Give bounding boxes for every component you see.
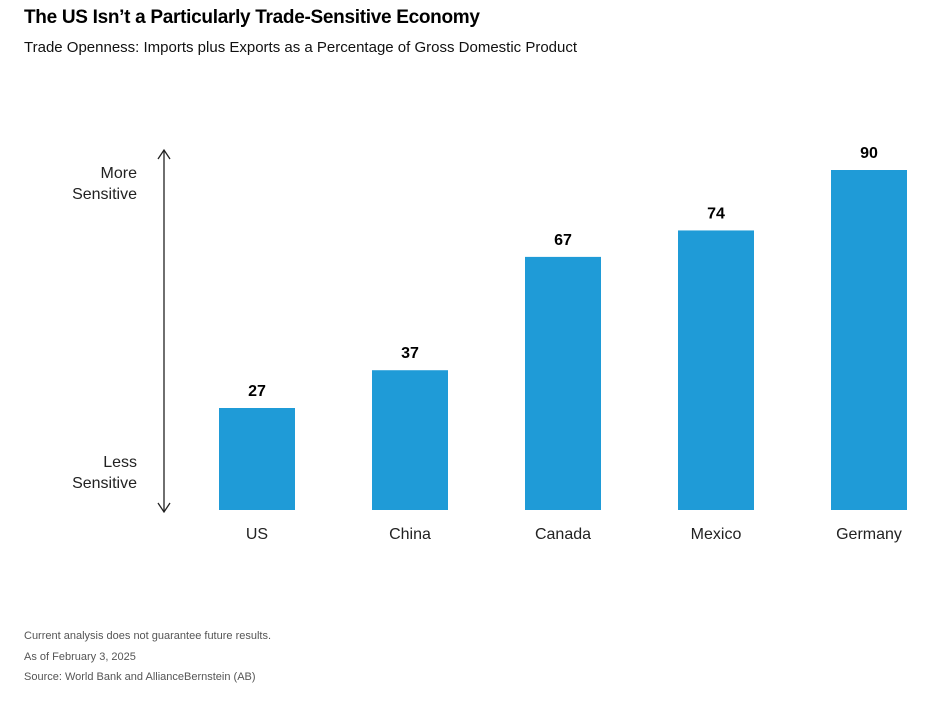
category-label-mexico: Mexico — [691, 526, 742, 543]
bar-mexico — [678, 230, 754, 510]
bar-china — [372, 370, 448, 510]
bar-chart: 27 US 37 China 67 Canada 74 Mexico 90 Germany — [157, 145, 907, 543]
bar-germany — [831, 170, 907, 510]
value-label-mexico: 74 — [707, 205, 725, 222]
chart-title: The US Isn’t a Particularly Trade-Sensit… — [24, 7, 480, 28]
sensitive-bottom-label: Sensitive — [72, 475, 137, 492]
bar-us — [219, 408, 295, 510]
value-label-china: 37 — [401, 345, 419, 362]
arrow-up-icon — [157, 148, 171, 160]
value-label-canada: 67 — [554, 232, 572, 249]
more-sensitive-label: More Sensitive — [17, 163, 137, 205]
value-label-us: 27 — [248, 383, 266, 400]
chart-subtitle: Trade Openness: Imports plus Exports as … — [24, 39, 578, 56]
more-label: More — [100, 165, 137, 182]
arrow-down-icon — [157, 502, 171, 514]
date-note: As of February 3, 2025 — [24, 651, 136, 663]
less-label: Less — [103, 454, 137, 471]
bar-canada — [525, 256, 601, 510]
value-label-germany: 90 — [860, 145, 878, 162]
category-label-canada: Canada — [535, 526, 591, 543]
category-label-china: China — [389, 526, 431, 543]
category-label-germany: Germany — [836, 526, 902, 543]
source-note: Source: World Bank and AllianceBernstein… — [24, 671, 256, 683]
category-label-us: US — [246, 526, 268, 543]
less-sensitive-label: Less Sensitive — [17, 452, 137, 494]
sensitive-top-label: Sensitive — [72, 186, 137, 203]
disclaimer-note: Current analysis does not guarantee futu… — [24, 630, 272, 642]
